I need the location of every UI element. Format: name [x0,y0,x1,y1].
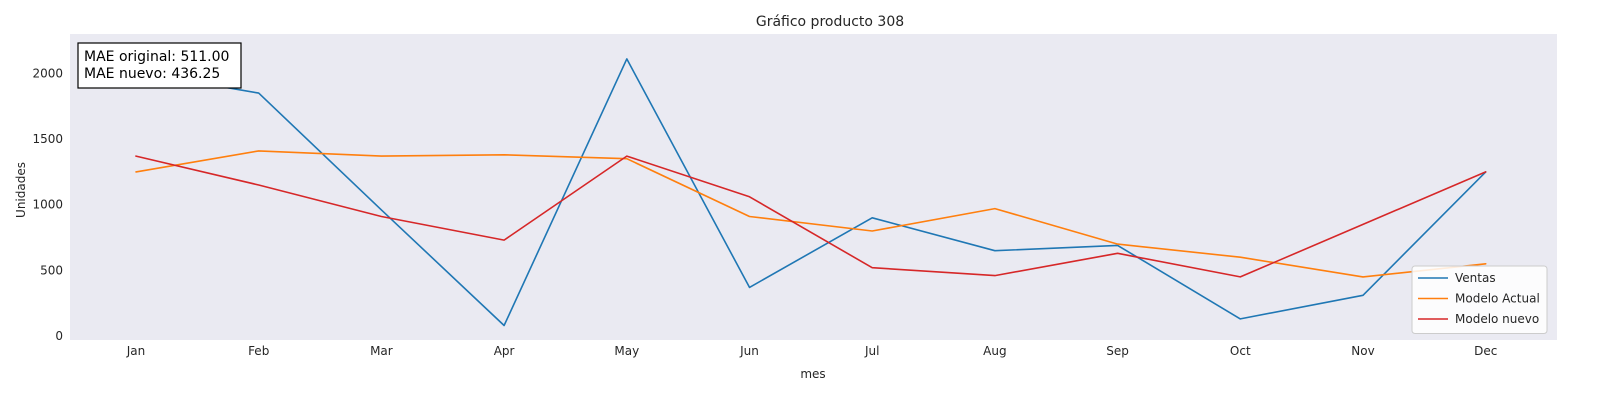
y-tick-label: 0 [55,329,63,343]
x-axis-title: mes [800,367,825,381]
series-line-ventas [135,58,1487,327]
x-tick-label: Nov [1351,344,1374,358]
series-line-modelo-actual [135,150,1487,278]
x-tick-label: Feb [248,344,269,358]
series-lines [135,58,1487,327]
plot-area [70,34,1557,340]
x-tick-label: Sep [1106,344,1129,358]
legend-label: Modelo Actual [1455,292,1540,306]
mae-original-text: MAE original: 511.00 [84,49,229,65]
x-tick-label: Apr [494,344,515,358]
x-tick-label: Mar [370,344,393,358]
series-line-modelo-nuevo [135,155,1487,278]
x-tick-label: Jun [739,344,759,358]
y-axis: 0 500 1000 1500 2000 [32,66,63,343]
y-tick-label: 500 [40,263,63,277]
x-tick-label: Jul [864,344,879,358]
x-tick-label: Aug [983,344,1006,358]
mae-nuevo-text: MAE nuevo: 436.25 [84,66,220,82]
chart-title: Gráfico producto 308 [756,14,904,30]
x-tick-label: Oct [1230,344,1251,358]
y-tick-label: 1500 [32,132,63,146]
x-axis: Jan Feb Mar Apr May Jun Jul Aug Sep Oct Nov Dec [126,344,1498,358]
x-tick-label: Dec [1474,344,1497,358]
y-tick-label: 2000 [32,66,63,80]
x-tick-label: Jan [126,344,146,358]
legend: Ventas Modelo Actual Modelo nuevo [1411,265,1548,334]
x-tick-label: May [614,344,639,358]
legend-label: Modelo nuevo [1455,312,1539,326]
mae-annotation-box: MAE original: 511.00 MAE nuevo: 436.25 [77,42,242,89]
y-tick-label: 1000 [32,198,63,212]
y-axis-title: Unidades [14,162,28,218]
legend-label: Ventas [1455,271,1496,285]
legend-box [1411,265,1548,334]
